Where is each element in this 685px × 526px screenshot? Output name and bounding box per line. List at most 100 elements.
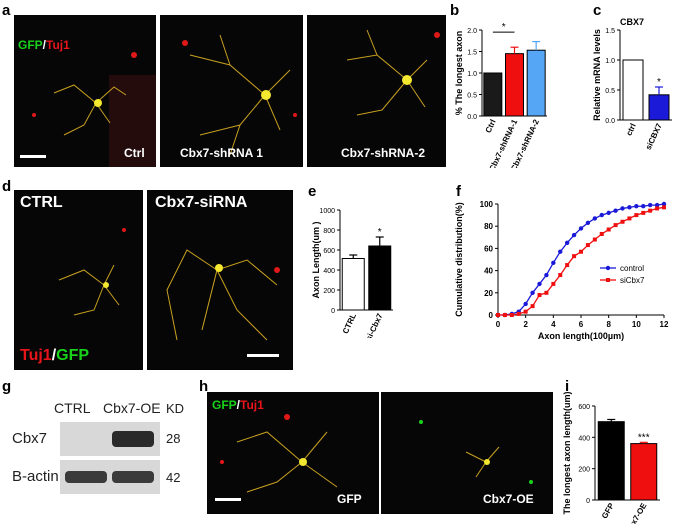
data-point xyxy=(551,281,556,286)
image-label-sirna: Cbx7-siRNA xyxy=(155,194,248,211)
bar xyxy=(526,49,546,117)
data-point xyxy=(585,243,590,248)
y-tick-label: 100 xyxy=(480,200,494,209)
image-label-shrna1: Cbx7-shRNA 1 xyxy=(180,146,263,160)
y-tick-label: 80 xyxy=(484,222,493,231)
stain-legend-h: GFP/Tuj1 xyxy=(212,398,264,412)
panel-label-b: b xyxy=(450,2,460,19)
image-label-oe: Cbx7-OE xyxy=(483,492,534,506)
y-tick-label: 0 xyxy=(586,498,590,505)
data-point xyxy=(613,223,618,228)
x-tick-label: 10 xyxy=(632,320,641,329)
x-tick-label: si-Cbx7 xyxy=(364,312,385,338)
blot-kd-header: KD xyxy=(166,401,185,416)
neuron-drawing xyxy=(58,228,126,316)
data-point xyxy=(523,309,528,314)
significance-mark: * xyxy=(502,22,506,33)
panel-label-e: e xyxy=(308,183,317,200)
tuj1-label: Tuj1 xyxy=(46,38,70,52)
micrograph-ctrl: GFP/Tuj1 Ctrl xyxy=(14,15,156,167)
bar xyxy=(648,94,670,121)
y-tick-label: 0.0 xyxy=(605,118,615,125)
y-tick-label: 0.5 xyxy=(605,88,615,95)
x-tick-label: 4 xyxy=(551,320,556,329)
panel-label-h: h xyxy=(199,378,209,395)
bar xyxy=(341,258,365,311)
data-point xyxy=(551,260,556,266)
y-axis-label: Relative mRNA levels xyxy=(592,29,602,121)
data-point xyxy=(523,301,528,307)
data-point xyxy=(537,281,542,287)
neuron-drawing xyxy=(182,34,297,156)
data-point xyxy=(572,254,577,259)
y-tick-label: 400 xyxy=(323,268,335,275)
data-point xyxy=(648,208,653,213)
data-point xyxy=(516,311,521,316)
data-point xyxy=(530,304,535,309)
data-point xyxy=(662,205,666,210)
neuron-drawing xyxy=(166,249,280,357)
data-point xyxy=(565,263,570,268)
x-tick-label: CTRL xyxy=(341,312,358,335)
y-axis-label: The longest axon length(um) xyxy=(562,391,572,514)
x-tick-label: siCBX7 xyxy=(644,122,664,152)
gfp-label: GFP xyxy=(56,347,90,364)
image-label-shrna2: Cbx7-shRNA-2 xyxy=(341,146,426,160)
chart-i: 0 200 400 600 The longest axon length(um) GFP… xyxy=(562,391,660,524)
bar xyxy=(630,443,658,501)
micrograph-sirna: Cbx7-siRNA xyxy=(147,190,293,370)
band-bactin-ctrl xyxy=(65,471,107,483)
neuron-drawing xyxy=(346,29,440,116)
data-point xyxy=(606,227,611,232)
bar xyxy=(597,421,625,501)
stain-legend-d: Tuj1/GFP xyxy=(20,347,89,365)
data-point xyxy=(585,220,591,226)
band-cbx7-oe xyxy=(112,431,154,447)
tuj1-label: Tuj1 xyxy=(240,398,264,412)
data-point xyxy=(654,202,660,208)
micrograph-shrna1: Cbx7-shRNA 1 xyxy=(160,15,303,167)
panel-label-d: d xyxy=(2,178,12,195)
x-tick-label: 8 xyxy=(606,320,611,329)
y-tick-label: 20 xyxy=(484,289,493,298)
chart-b: 0.00.51.01.52.0% The longest axonCtrlCbx… xyxy=(454,22,547,168)
tuj1-label: Tuj1 xyxy=(20,347,52,364)
data-point xyxy=(634,213,639,218)
y-tick-label: 2.0 xyxy=(467,28,477,35)
chart-e: 0 200 400 600 800 1000 Axon Length(um ) CTRL si-… xyxy=(311,208,393,338)
y-tick-label: 0 xyxy=(331,308,335,315)
data-point xyxy=(558,249,563,254)
band-bactin-oe xyxy=(112,471,154,483)
x-tick-label: 6 xyxy=(579,320,584,329)
blot-row-cbx7-label: Cbx7 xyxy=(12,430,48,447)
neuron-drawing xyxy=(419,420,533,484)
y-tick-label: 600 xyxy=(323,248,335,255)
data-point xyxy=(613,208,618,213)
panel-label-i: i xyxy=(565,378,570,395)
micrograph-ctrl-d: CTRL Tuj1/GFP xyxy=(14,190,143,370)
y-tick-label: 0.0 xyxy=(467,114,477,121)
blot-kd-bactin: 42 xyxy=(166,470,181,485)
y-axis-label: % The longest axon xyxy=(454,31,464,116)
chart-title: CBX7 xyxy=(620,17,644,27)
data-point xyxy=(620,219,625,224)
blot-row-bactin-label: B-actin xyxy=(12,468,59,485)
legend-label: siCbx7 xyxy=(620,276,645,285)
stain-separator: / xyxy=(236,398,241,412)
y-tick-label: 800 xyxy=(323,228,335,235)
y-tick-label: 400 xyxy=(578,435,590,442)
significance-mark: * xyxy=(657,77,661,88)
data-point xyxy=(571,232,577,238)
data-point xyxy=(502,313,507,317)
y-axis-label: Axon Length(um ) xyxy=(311,222,321,299)
data-point xyxy=(641,210,646,215)
y-tick-label: 1000 xyxy=(319,208,335,215)
blot-strip-cbx7 xyxy=(60,422,160,456)
legend-marker xyxy=(605,265,611,271)
data-point xyxy=(606,210,611,216)
stain-legend: GFP/Tuj1 xyxy=(18,38,70,52)
y-tick-label: 200 xyxy=(578,467,590,474)
bar xyxy=(368,245,392,311)
x-tick-label: 0 xyxy=(496,320,501,329)
data-point xyxy=(634,204,639,209)
